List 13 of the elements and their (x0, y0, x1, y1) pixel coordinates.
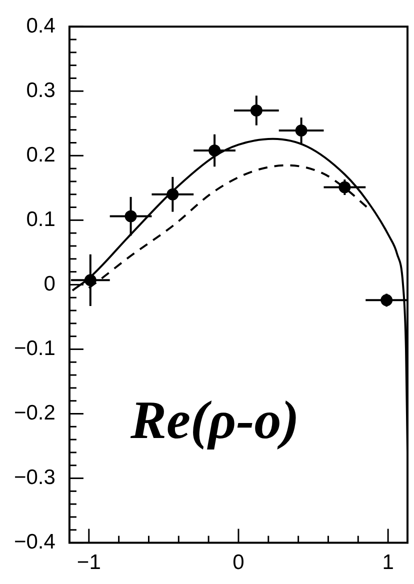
y-tick-label: 0.3 (26, 78, 56, 102)
y-tick-label: 0 (44, 272, 56, 296)
y-tick-label: 0.1 (26, 208, 56, 231)
y-tick-label: 0.2 (26, 143, 56, 166)
y-tick-label: −0.4 (14, 530, 56, 554)
annotation: Re(ρ-o) (129, 390, 300, 450)
x-tick-label: −1 (76, 551, 101, 574)
x-tick-label: 0 (232, 551, 244, 574)
y-tick-label: 0.4 (26, 14, 56, 38)
y-tick-label: −0.1 (14, 337, 56, 360)
y-tick-label: −0.3 (14, 466, 56, 490)
y-tick-label: −0.2 (14, 402, 56, 425)
x-tick-label: 1 (382, 551, 394, 574)
